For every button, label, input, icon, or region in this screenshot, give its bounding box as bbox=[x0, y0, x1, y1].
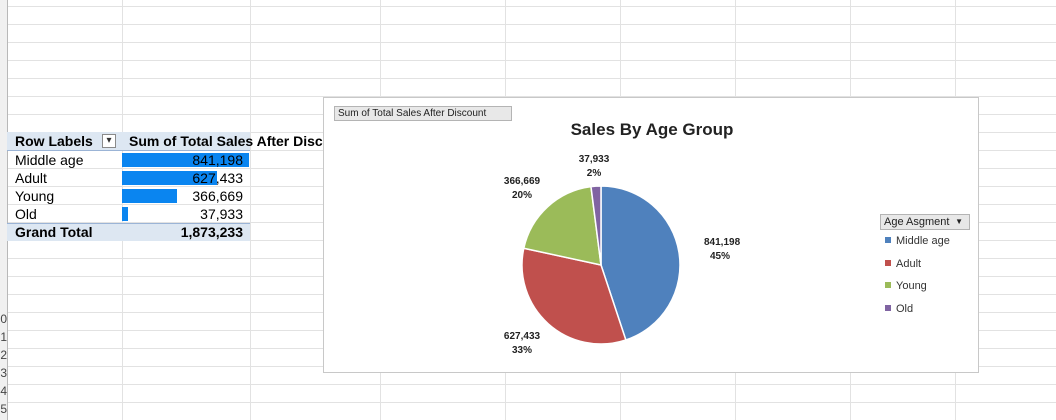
value-field-header[interactable]: Sum of Total Sales After Discount bbox=[129, 133, 330, 149]
pie-slice-middle-age[interactable] bbox=[600, 185, 681, 341]
pie-slice-old[interactable] bbox=[590, 185, 602, 266]
data-bar bbox=[122, 189, 177, 203]
data-bar bbox=[122, 171, 217, 185]
pie-slice-adult[interactable] bbox=[521, 247, 627, 345]
slice-percent-label: 45% bbox=[710, 251, 730, 262]
legend-label: Young bbox=[896, 280, 927, 292]
chart-value-field-button[interactable]: Sum of Total Sales After Discount bbox=[334, 106, 512, 121]
row-number[interactable]: 3 bbox=[0, 366, 7, 380]
legend-swatch bbox=[885, 260, 891, 267]
legend-entry[interactable]: Old bbox=[885, 302, 913, 316]
data-bar bbox=[122, 207, 128, 221]
legend-entry[interactable]: Adult bbox=[885, 257, 921, 271]
pivot-chart[interactable]: 841,198 45% 627,433 33% 366,669 20% 37,933 2% S… bbox=[323, 97, 979, 373]
grand-total-value: 1,873,233 bbox=[180, 224, 243, 240]
slice-percent-label: 20% bbox=[512, 190, 532, 201]
sort-filter-icon[interactable]: ▾ bbox=[102, 134, 116, 148]
pivot-header-background bbox=[7, 132, 250, 151]
slice-value-label: 627,433 bbox=[504, 331, 541, 342]
pivot-row-label: Adult bbox=[15, 170, 47, 186]
legend-filter-label: Age Asgment bbox=[884, 216, 950, 228]
row-number[interactable]: 2 bbox=[0, 348, 7, 362]
row-labels-header[interactable]: Row Labels bbox=[15, 133, 93, 149]
data-bar bbox=[122, 153, 249, 167]
row-number[interactable]: 1 bbox=[0, 330, 7, 344]
row-number[interactable]: 5 bbox=[0, 402, 7, 416]
dropdown-caret-icon[interactable]: ▼ bbox=[955, 217, 963, 226]
pivot-row-value: 366,669 bbox=[192, 188, 243, 204]
legend-swatch bbox=[885, 305, 891, 312]
legend-entry[interactable]: Middle age bbox=[885, 234, 950, 248]
pie-slice-young[interactable] bbox=[522, 185, 602, 266]
pivot-row-value: 37,933 bbox=[200, 206, 243, 222]
slice-value-label: 366,669 bbox=[504, 176, 541, 187]
legend-label: Middle age bbox=[896, 235, 950, 247]
legend-swatch bbox=[885, 282, 891, 289]
pivot-row-label: Old bbox=[15, 206, 37, 222]
legend-swatch bbox=[885, 237, 891, 244]
row-number[interactable]: 4 bbox=[0, 384, 7, 398]
legend-entry[interactable]: Young bbox=[885, 279, 927, 293]
slice-value-label: 37,933 bbox=[579, 154, 610, 165]
slice-percent-label: 33% bbox=[512, 345, 532, 356]
legend-label: Adult bbox=[896, 258, 922, 270]
slice-value-label: 841,198 bbox=[704, 237, 741, 248]
row-header-strip[interactable]: 0 1 2 3 4 5 bbox=[0, 0, 8, 420]
slice-percent-label: 2% bbox=[587, 168, 602, 179]
row-number[interactable]: 0 bbox=[0, 312, 7, 326]
pivot-row-label: Middle age bbox=[15, 152, 84, 168]
grand-total-background bbox=[7, 223, 250, 241]
pivot-row-value: 841,198 bbox=[192, 152, 243, 168]
grand-total-label: Grand Total bbox=[15, 224, 93, 240]
chart-title[interactable]: Sales By Age Group bbox=[570, 120, 734, 139]
pivot-row-value: 627,433 bbox=[192, 170, 243, 186]
pivot-row-label: Young bbox=[15, 188, 55, 204]
legend-filter-button[interactable]: Age Asgment ▼ bbox=[880, 214, 970, 230]
pie-chart-plot[interactable]: 841,198 45% 627,433 33% 366,669 20% 37,933 2% bbox=[324, 98, 980, 374]
legend-label: Old bbox=[896, 303, 914, 315]
